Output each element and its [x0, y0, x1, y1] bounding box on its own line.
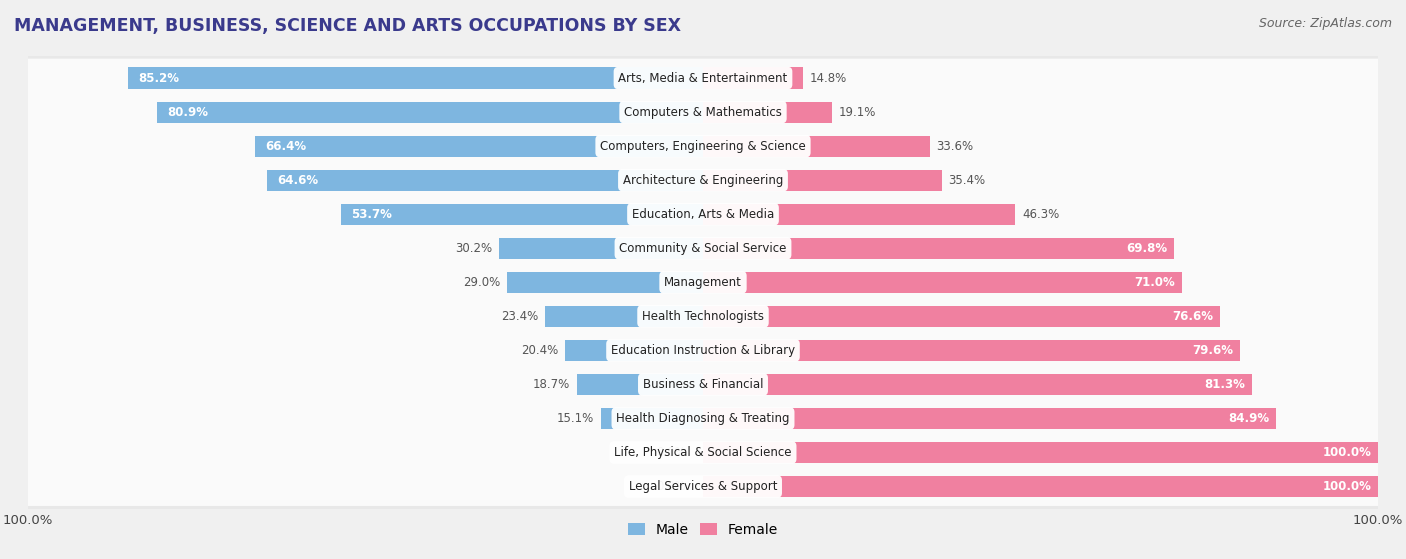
- Text: 0.0%: 0.0%: [657, 446, 686, 459]
- Text: 84.9%: 84.9%: [1227, 412, 1270, 425]
- FancyBboxPatch shape: [22, 365, 1384, 404]
- Bar: [576, 374, 703, 395]
- FancyBboxPatch shape: [20, 88, 1386, 136]
- Text: Computers, Engineering & Science: Computers, Engineering & Science: [600, 140, 806, 153]
- Text: 46.3%: 46.3%: [1022, 208, 1060, 221]
- Text: 14.8%: 14.8%: [810, 72, 846, 84]
- Bar: [499, 238, 703, 259]
- Text: 30.2%: 30.2%: [456, 241, 492, 255]
- Bar: [508, 272, 703, 293]
- FancyBboxPatch shape: [20, 258, 1386, 307]
- Bar: [602, 408, 703, 429]
- Bar: [565, 340, 703, 361]
- Text: 19.1%: 19.1%: [838, 106, 876, 119]
- Text: 71.0%: 71.0%: [1135, 276, 1175, 289]
- FancyBboxPatch shape: [20, 122, 1386, 170]
- FancyBboxPatch shape: [20, 394, 1386, 443]
- Text: Health Technologists: Health Technologists: [643, 310, 763, 323]
- FancyBboxPatch shape: [20, 360, 1386, 409]
- Text: 33.6%: 33.6%: [936, 140, 973, 153]
- FancyBboxPatch shape: [20, 462, 1386, 511]
- Text: 35.4%: 35.4%: [949, 174, 986, 187]
- Text: 66.4%: 66.4%: [264, 140, 307, 153]
- Bar: [267, 169, 703, 191]
- Text: 15.1%: 15.1%: [557, 412, 595, 425]
- Text: Health Diagnosing & Treating: Health Diagnosing & Treating: [616, 412, 790, 425]
- Text: 81.3%: 81.3%: [1204, 378, 1244, 391]
- Legend: Male, Female: Male, Female: [623, 518, 783, 542]
- Text: 76.6%: 76.6%: [1173, 310, 1213, 323]
- FancyBboxPatch shape: [20, 326, 1386, 375]
- Text: Business & Financial: Business & Financial: [643, 378, 763, 391]
- Bar: [128, 68, 703, 88]
- FancyBboxPatch shape: [22, 331, 1384, 370]
- Text: 100.0%: 100.0%: [1322, 480, 1371, 493]
- Bar: [703, 169, 942, 191]
- Bar: [703, 102, 832, 122]
- Text: Life, Physical & Social Science: Life, Physical & Social Science: [614, 446, 792, 459]
- FancyBboxPatch shape: [22, 195, 1384, 234]
- Text: 20.4%: 20.4%: [522, 344, 558, 357]
- Text: Education, Arts & Media: Education, Arts & Media: [631, 208, 775, 221]
- FancyBboxPatch shape: [20, 190, 1386, 239]
- Text: Education Instruction & Library: Education Instruction & Library: [612, 344, 794, 357]
- Text: 0.0%: 0.0%: [657, 480, 686, 493]
- FancyBboxPatch shape: [22, 297, 1384, 336]
- FancyBboxPatch shape: [20, 292, 1386, 341]
- Bar: [546, 306, 703, 327]
- Bar: [703, 374, 1251, 395]
- Text: 53.7%: 53.7%: [350, 208, 392, 221]
- Text: 79.6%: 79.6%: [1192, 344, 1233, 357]
- Text: 100.0%: 100.0%: [1322, 446, 1371, 459]
- Bar: [703, 408, 1277, 429]
- Bar: [703, 136, 929, 157]
- Bar: [340, 203, 703, 225]
- Bar: [254, 136, 703, 157]
- FancyBboxPatch shape: [22, 229, 1384, 268]
- Text: Community & Social Service: Community & Social Service: [619, 241, 787, 255]
- Text: Arts, Media & Entertainment: Arts, Media & Entertainment: [619, 72, 787, 84]
- FancyBboxPatch shape: [22, 433, 1384, 472]
- Text: Management: Management: [664, 276, 742, 289]
- Bar: [703, 340, 1240, 361]
- Text: Source: ZipAtlas.com: Source: ZipAtlas.com: [1258, 17, 1392, 30]
- FancyBboxPatch shape: [20, 155, 1386, 205]
- Bar: [703, 442, 1378, 463]
- FancyBboxPatch shape: [22, 399, 1384, 438]
- FancyBboxPatch shape: [22, 93, 1384, 131]
- FancyBboxPatch shape: [22, 59, 1384, 97]
- Bar: [703, 238, 1174, 259]
- Text: 23.4%: 23.4%: [501, 310, 538, 323]
- FancyBboxPatch shape: [22, 467, 1384, 506]
- FancyBboxPatch shape: [20, 428, 1386, 477]
- Bar: [703, 272, 1182, 293]
- FancyBboxPatch shape: [20, 54, 1386, 102]
- Text: 64.6%: 64.6%: [277, 174, 318, 187]
- FancyBboxPatch shape: [20, 224, 1386, 273]
- FancyBboxPatch shape: [22, 263, 1384, 302]
- Text: 29.0%: 29.0%: [464, 276, 501, 289]
- FancyBboxPatch shape: [22, 161, 1384, 200]
- Text: Computers & Mathematics: Computers & Mathematics: [624, 106, 782, 119]
- Text: Legal Services & Support: Legal Services & Support: [628, 480, 778, 493]
- Bar: [703, 203, 1015, 225]
- Text: 18.7%: 18.7%: [533, 378, 569, 391]
- Text: 85.2%: 85.2%: [138, 72, 179, 84]
- FancyBboxPatch shape: [22, 127, 1384, 165]
- Text: Architecture & Engineering: Architecture & Engineering: [623, 174, 783, 187]
- Bar: [703, 476, 1378, 497]
- Text: 69.8%: 69.8%: [1126, 241, 1167, 255]
- Text: MANAGEMENT, BUSINESS, SCIENCE AND ARTS OCCUPATIONS BY SEX: MANAGEMENT, BUSINESS, SCIENCE AND ARTS O…: [14, 17, 681, 35]
- Bar: [703, 306, 1220, 327]
- Bar: [703, 68, 803, 88]
- Text: 80.9%: 80.9%: [167, 106, 208, 119]
- Bar: [157, 102, 703, 122]
